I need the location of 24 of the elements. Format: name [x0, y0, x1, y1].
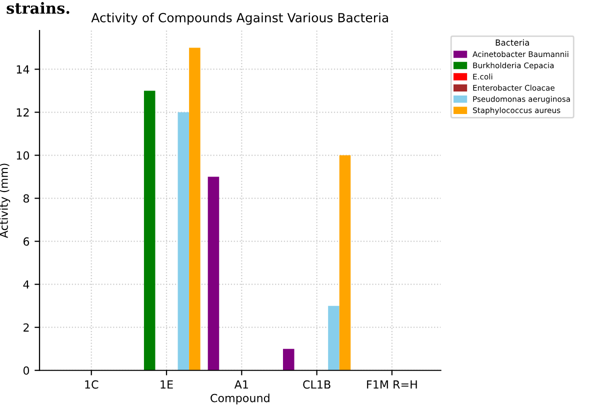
text: strains.: [6, 2, 70, 14]
y-tick-label: 4: [23, 280, 30, 289]
bar: [144, 90, 156, 370]
x-axis-title: Compound: [210, 394, 270, 404]
x-tick-label: F1M R=H: [367, 380, 417, 389]
bar: [178, 112, 190, 370]
y-tick-label: 8: [23, 194, 30, 203]
legend-title: Bacteria: [496, 39, 529, 46]
bar: [339, 155, 351, 370]
bar: [328, 306, 340, 370]
y-tick-label: 6: [24, 237, 30, 246]
y-tick-label: 10: [16, 151, 30, 160]
x-tick-label: CL1B: [303, 380, 330, 389]
x-tick-label: A1: [234, 380, 248, 389]
chart-title: Activity of Compounds Against Various Bacteria: [91, 12, 388, 25]
bar: [282, 348, 294, 370]
x-tick-label: 1C: [85, 380, 98, 389]
y-tick-label: 14: [16, 65, 30, 74]
y-tick-label: 2: [24, 323, 29, 332]
y-tick-label: 0: [23, 366, 30, 375]
y-tick-label: 12: [16, 108, 29, 116]
bar: [189, 48, 200, 370]
x-tick-label: 1E: [160, 380, 173, 389]
bar: [208, 176, 220, 370]
